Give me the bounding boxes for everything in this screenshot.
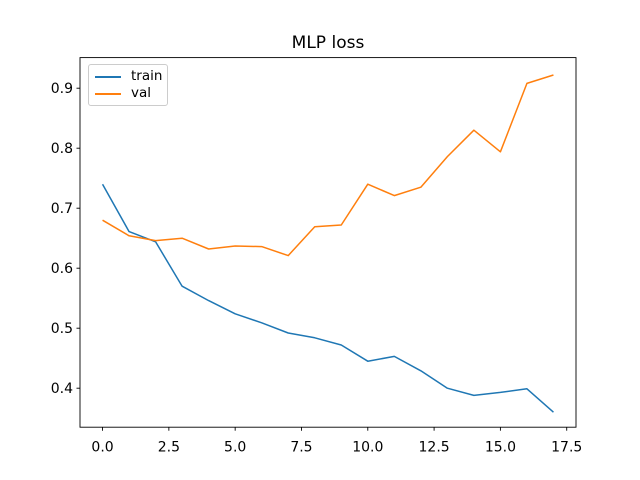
y-tick-label: 0.5 bbox=[51, 321, 73, 337]
x-tick-label: 2.5 bbox=[158, 440, 180, 456]
y-tick-label: 0.7 bbox=[51, 201, 73, 217]
x-tick-label: 10.0 bbox=[352, 440, 383, 456]
legend: train val bbox=[88, 64, 168, 106]
val-line-swatch bbox=[95, 92, 121, 95]
y-tick-label: 0.4 bbox=[51, 381, 73, 397]
legend-entry-val: val bbox=[95, 85, 161, 102]
x-tick-label: 17.5 bbox=[551, 440, 582, 456]
legend-label-val: val bbox=[131, 84, 152, 101]
chart-title: MLP loss bbox=[291, 33, 365, 53]
val-line bbox=[102, 74, 554, 257]
axes-frame bbox=[79, 57, 577, 428]
legend-entry-train: train bbox=[95, 67, 163, 85]
y-tick-label: 0.8 bbox=[51, 141, 73, 157]
train-line-swatch bbox=[95, 75, 121, 78]
train-line bbox=[101, 183, 554, 413]
legend-label-train: train bbox=[131, 67, 163, 84]
x-tick-label: 5.0 bbox=[224, 440, 246, 456]
x-tick-label: 12.5 bbox=[419, 440, 450, 456]
x-tick-label: 0.0 bbox=[91, 440, 113, 456]
y-tick-label: 0.6 bbox=[51, 261, 73, 277]
y-tick-label: 0.9 bbox=[51, 81, 73, 97]
x-tick-label: 7.5 bbox=[290, 440, 312, 456]
x-tick-label: 15.0 bbox=[485, 440, 516, 456]
